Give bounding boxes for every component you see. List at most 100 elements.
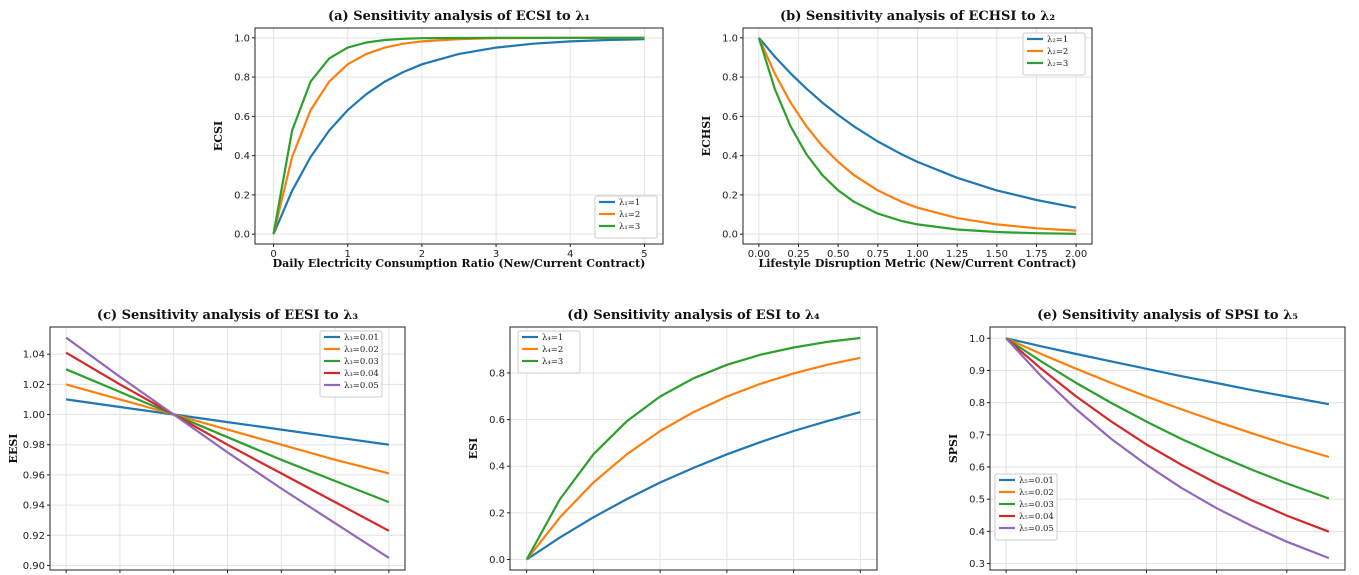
legend: λ₄=1 λ₄=2 λ₄=3 [517,330,581,374]
series-line-4 [65,351,390,532]
series-line-1 [272,38,645,235]
y-tick-label: 0.2 [722,190,738,201]
x-tick-label: 3 [493,249,499,260]
legend-entry: λ₁=2 [619,210,640,220]
y-axis-label: EESI [7,434,20,464]
y-axis-label: ECHSI [700,116,713,157]
y-tick-label: 0.8 [969,398,985,409]
series-line-3 [65,368,390,504]
series-line-5 [65,336,390,559]
legend-box [994,473,1058,541]
legend-box [319,330,383,398]
y-tick-label: 1.0 [722,33,738,44]
x-tick-label: 2 [419,249,425,260]
series-line-3 [525,336,861,561]
series-line-1 [1005,337,1330,406]
series-line-3 [757,37,1077,235]
y-tick-label: 0.8 [722,73,738,84]
y-tick-label: 1.02 [23,380,45,391]
series-line-2 [1005,337,1330,459]
x-tick-label: 0 [270,249,276,260]
series-line-1 [526,411,861,561]
x-tick-label: 5 [641,249,647,260]
series-line-2 [757,37,1077,232]
y-axis-label: SPSI [947,434,960,463]
x-tick-label: 1 [345,249,351,260]
legend-entry: λ₄=1 [542,333,563,343]
y-tick-label: 0.96 [23,470,45,481]
legend-entry: λ₄=2 [542,345,563,355]
legend-entry: λ₁=3 [619,222,640,232]
legend-box [517,330,581,374]
y-tick-label: 0.2 [234,190,250,201]
x-tick-label: 4 [567,249,573,260]
y-tick-label: 0.90 [23,561,45,572]
y-tick-label: 0.4 [722,151,738,162]
legend-entry: λ₃=0.05 [344,381,379,391]
x-axis-label: Daily Electricity Consumption Ratio (New… [273,257,646,270]
legend-box [1022,32,1086,76]
chart-title: (d) Sensitivity analysis of ESI to λ₄ [567,308,820,323]
y-tick-label: 0.0 [722,230,738,241]
legend-entry: λ₃=0.04 [344,369,379,379]
legend-entry: λ₃=0.02 [344,345,379,355]
legend: λ₃=0.01 λ₃=0.02 λ₃=0.03 λ₃=0.04 λ₃=0.05 [319,330,383,398]
legend-box [594,195,658,239]
chart-panel-d: 0.00.20.40.60.81.00.00.20.40.60.8(d) Sen… [467,308,878,573]
y-axis-label: ESI [467,438,480,459]
y-tick-label: 0.8 [234,73,250,84]
legend: λ₂=1 λ₂=2 λ₂=3 [1022,32,1086,76]
legend-entry: λ₅=0.05 [1019,524,1054,534]
x-tick-label: 1.00 [906,249,928,260]
series-line-4 [1005,337,1330,533]
legend-entry: λ₂=1 [1047,35,1068,45]
y-tick-label: 0.9 [969,366,985,377]
y-tick-label: 0.98 [23,440,45,451]
y-tick-label: 0.7 [969,430,985,441]
legend-entry: λ₃=0.01 [344,333,379,343]
y-tick-label: 1.00 [23,410,45,421]
y-tick-label: 0.3 [969,559,985,570]
y-tick-label: 1.0 [234,33,250,44]
x-tick-label: 0.25 [787,249,809,260]
legend-entry: λ₅=0.02 [1019,488,1054,498]
y-tick-label: 0.0 [489,555,505,566]
y-tick-label: 0.4 [489,462,505,473]
chart-title: (c) Sensitivity analysis of EESI to λ₃ [97,308,358,323]
x-tick-label: 0.00 [748,249,770,260]
y-tick-label: 0.94 [23,501,45,512]
y-tick-label: 0.4 [969,527,985,538]
legend-entry: λ₁=1 [619,198,640,208]
plot-frame [509,326,878,571]
legend-entry: λ₅=0.01 [1019,476,1054,486]
y-tick-label: 0.6 [234,112,250,123]
y-axis-label: ECSI [212,121,225,151]
plot-frame [254,27,664,245]
legend-entry: λ₅=0.03 [1019,500,1054,510]
chart-title: (b) Sensitivity analysis of ECHSI to λ₂ [780,9,1055,24]
legend-entry: λ₄=3 [542,357,563,367]
legend-entry: λ₃=0.03 [344,357,379,367]
y-tick-label: 0.6 [722,112,738,123]
chart-title: (a) Sensitivity analysis of ECSI to λ₁ [328,9,590,24]
y-tick-label: 0.8 [489,368,505,379]
legend-entry: λ₂=3 [1047,59,1068,69]
series-line-3 [272,36,645,235]
x-tick-label: 1.50 [986,249,1008,260]
series-line-2 [525,356,861,561]
y-tick-label: 0.6 [489,415,505,426]
legend: λ₅=0.01 λ₅=0.02 λ₅=0.03 λ₅=0.04 λ₅=0.05 [994,473,1058,541]
x-tick-label: 1.25 [946,249,968,260]
series-line-1 [65,398,390,446]
chart-panel-a: 0 1 2 3 4 5 0.0 0.2 0.4 0.6 0.8 1.0 (a) Sensitivity … [212,9,664,270]
y-tick-label: 0.92 [23,531,45,542]
x-tick-label: 2.00 [1065,249,1087,260]
legend-entry: λ₂=2 [1047,47,1068,57]
y-tick-label: 0.4 [234,151,250,162]
chart-panel-c: 0.00.51.01.52.02.53.00.900.920.940.960.9… [7,308,406,573]
y-tick-label: 0.2 [489,508,505,519]
y-tick-label: 1.0 [969,334,985,345]
y-tick-label: 0.0 [234,230,250,241]
chart-title: (e) Sensitivity analysis of SPSI to λ₅ [1037,308,1298,323]
